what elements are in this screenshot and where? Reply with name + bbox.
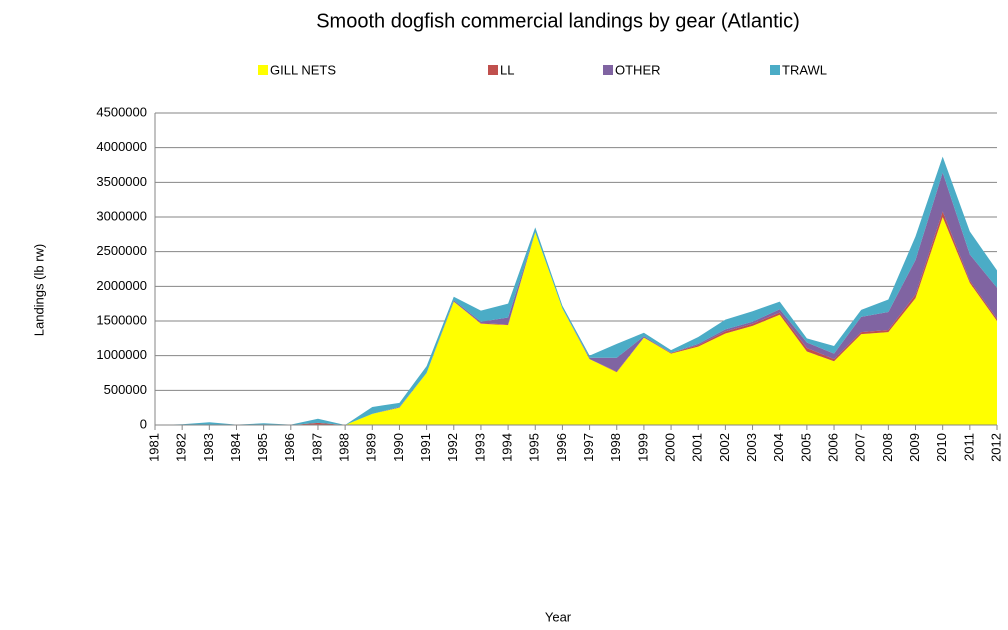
y-tick-label: 500000 <box>104 382 147 397</box>
x-tick-label: 1993 <box>472 433 487 462</box>
x-tick-label: 1986 <box>282 433 297 462</box>
legend-label: GILL NETS <box>270 62 336 77</box>
legend-swatch <box>770 65 780 75</box>
x-axis-title: Year <box>545 609 572 624</box>
x-tick-label: 2000 <box>663 433 678 462</box>
x-tick-label: 1999 <box>635 433 650 462</box>
x-tick-label: 1995 <box>527 433 542 462</box>
x-tick-label: 1994 <box>500 433 515 462</box>
x-tick-label: 2001 <box>690 433 705 462</box>
legend-label: OTHER <box>615 62 661 77</box>
legend-label: LL <box>500 62 514 77</box>
legend-label: TRAWL <box>782 62 827 77</box>
x-tick-label: 2002 <box>717 433 732 462</box>
x-tick-label: 2003 <box>744 433 759 462</box>
x-tick-label: 1982 <box>174 433 189 462</box>
y-tick-label: 3000000 <box>96 208 147 223</box>
x-tick-label: 2008 <box>880 433 895 462</box>
x-tick-label: 2009 <box>907 433 922 462</box>
chart-title: Smooth dogfish commercial landings by ge… <box>316 10 800 32</box>
legend-swatch <box>488 65 498 75</box>
x-tick-label: 1981 <box>146 433 161 462</box>
y-tick-label: 1500000 <box>96 312 147 327</box>
x-tick-label: 1992 <box>445 433 460 462</box>
x-tick-label: 2010 <box>934 433 949 462</box>
x-tick-label: 2006 <box>825 433 840 462</box>
x-tick-label: 1985 <box>255 433 270 462</box>
x-tick-label: 1984 <box>228 433 243 462</box>
x-tick-label: 2005 <box>798 433 813 462</box>
legend-swatch <box>603 65 613 75</box>
x-tick-label: 2012 <box>988 433 1003 462</box>
x-tick-label: 1988 <box>337 433 352 462</box>
x-tick-label: 1990 <box>391 433 406 462</box>
y-tick-label: 2500000 <box>96 243 147 258</box>
legend-swatch <box>258 65 268 75</box>
x-tick-label: 1998 <box>608 433 623 462</box>
x-tick-label: 1997 <box>581 433 596 462</box>
x-tick-label: 1991 <box>418 433 433 462</box>
y-tick-label: 4500000 <box>96 104 147 119</box>
y-tick-label: 3500000 <box>96 174 147 189</box>
y-tick-label: 0 <box>140 416 147 431</box>
y-tick-label: 2000000 <box>96 278 147 293</box>
area <box>155 217 997 425</box>
x-tick-label: 1996 <box>554 433 569 462</box>
x-tick-label: 2004 <box>771 433 786 462</box>
x-tick-label: 1987 <box>309 433 324 462</box>
y-axis-title: Landings (lb rw) <box>31 244 46 337</box>
x-tick-label: 1989 <box>364 433 379 462</box>
y-tick-label: 4000000 <box>96 139 147 154</box>
x-tick-label: 2007 <box>853 433 868 462</box>
x-tick-label: 1983 <box>201 433 216 462</box>
y-tick-label: 1000000 <box>96 347 147 362</box>
x-tick-label: 2011 <box>961 433 976 461</box>
